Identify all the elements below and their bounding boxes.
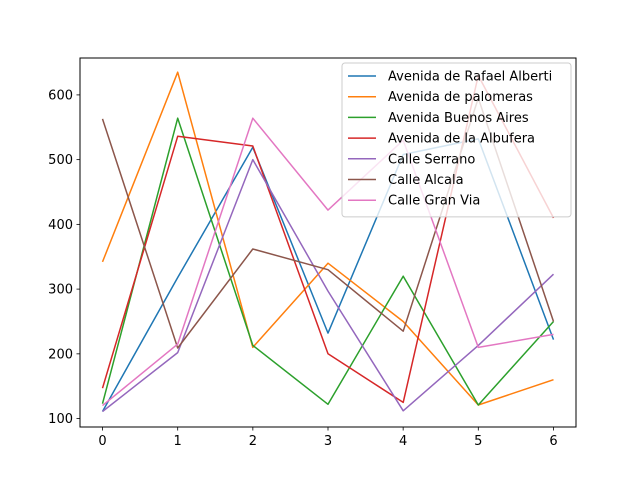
x-tick-label: 0 (98, 434, 106, 449)
y-tick-label: 100 (48, 412, 73, 427)
x-tick-label: 3 (324, 434, 332, 449)
x-axis: 0 1 2 3 4 5 6 (98, 427, 558, 449)
series-line-2 (101, 117, 555, 406)
y-tick-label: 500 (48, 153, 73, 168)
x-tick-label: 5 (474, 434, 482, 449)
legend-box (341, 62, 572, 218)
legend-label-1: Avenida de palomeras (388, 90, 533, 105)
x-tick-label: 2 (249, 434, 257, 449)
x-tick-label: 6 (549, 434, 557, 449)
x-tick-label: 1 (174, 434, 182, 449)
legend-label-4: Calle Serrano (388, 152, 475, 167)
y-tick-label: 200 (48, 347, 73, 362)
y-tick-label: 300 (48, 283, 73, 298)
x-tick-label: 4 (399, 434, 407, 449)
legend-label-2: Avenida Buenos Aires (388, 111, 529, 126)
y-tick-label: 600 (48, 88, 73, 103)
y-tick-label: 400 (48, 218, 73, 233)
legend-label-3: Avenida de la Albufera (388, 132, 535, 147)
legend-label-6: Calle Gran Via (388, 194, 480, 209)
legend-label-0: Avenida de Rafael Alberti (388, 70, 552, 85)
y-axis: 100 200 300 400 500 600 (48, 88, 80, 427)
legend-label-5: Calle Alcala (388, 173, 464, 188)
legend: Avenida de Rafael Alberti Avenida de palo… (341, 62, 572, 218)
series-line-6 (102, 117, 554, 407)
